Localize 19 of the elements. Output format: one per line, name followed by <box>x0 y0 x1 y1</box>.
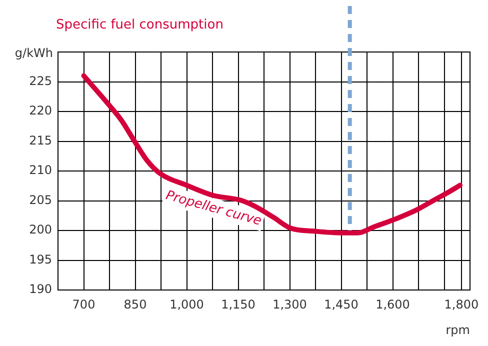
x-tick-label: 1,800 <box>444 297 479 312</box>
x-tick-label: 850 <box>124 297 147 312</box>
y-tick-label: 210 <box>29 163 52 178</box>
x-tick-label: 1,600 <box>376 297 410 312</box>
y-tick-label: 195 <box>29 252 52 266</box>
y-tick-label: 190 <box>29 282 52 296</box>
x-axis-title: rpm <box>446 323 470 338</box>
y-axis-title: g/kWh <box>14 46 53 60</box>
y-tick-label: 215 <box>29 133 52 148</box>
y-tick-label: 220 <box>29 104 52 118</box>
x-tick-label: 1,000 <box>170 297 204 312</box>
x-tick-label: 700 <box>72 297 96 312</box>
x-tick-label: 1,450 <box>324 297 358 312</box>
y-tick-label: 205 <box>29 192 52 207</box>
x-tick-label: 1,300 <box>272 297 307 312</box>
y-tick-label: 200 <box>29 222 52 237</box>
y-tick-label: 225 <box>29 74 52 88</box>
x-tick-label: 1,150 <box>221 297 256 312</box>
chart-title: Specific fuel consumption <box>56 17 224 32</box>
